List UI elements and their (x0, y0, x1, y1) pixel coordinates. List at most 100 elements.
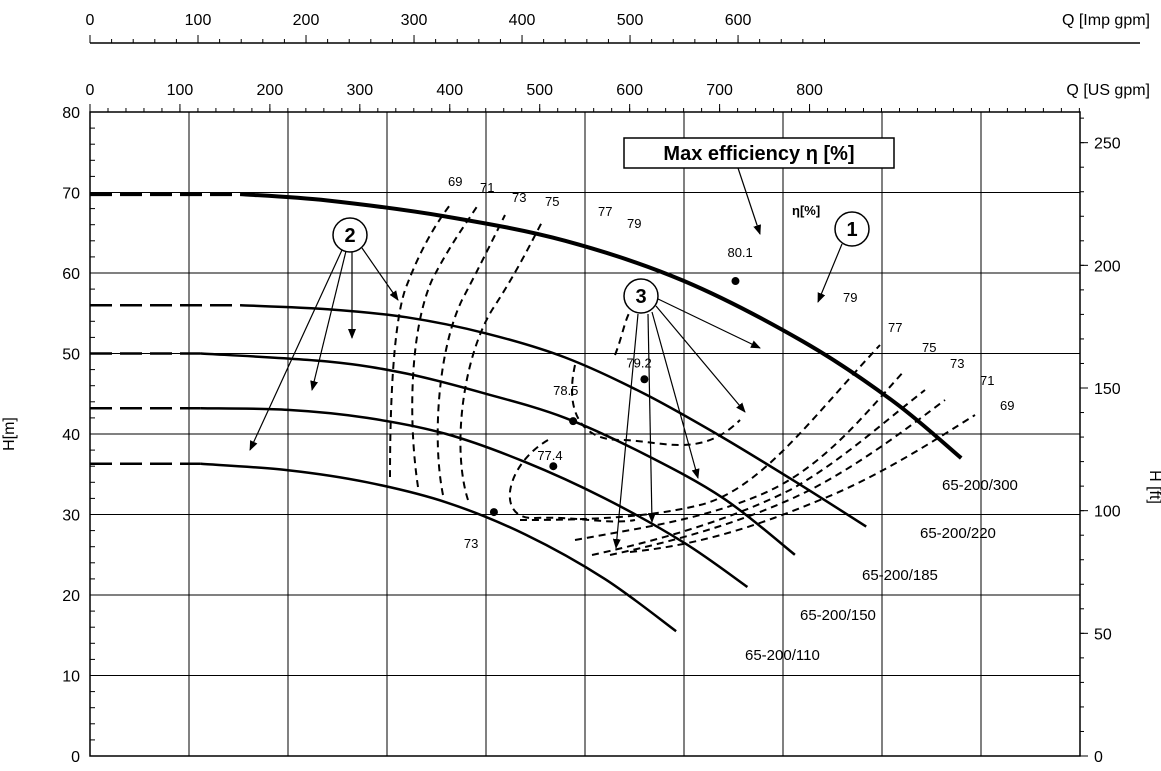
y-left-axis-title: H[m] (1, 417, 18, 451)
efficiency-contour (614, 299, 641, 356)
bep-point (569, 417, 578, 426)
efficiency-label-top: 73 (512, 190, 526, 205)
annotation-arrow (655, 297, 761, 349)
annotation-arrow (647, 313, 656, 523)
efficiency-contour (574, 369, 906, 541)
annotation-arrow (737, 167, 761, 235)
annotation-arrow (361, 247, 399, 301)
x-top-us-tick-label: 500 (526, 82, 553, 99)
x-top-imp-tick-label: 600 (725, 12, 752, 29)
y-left-tick-label: 50 (62, 347, 80, 364)
x-top-imp-tick-label: 100 (185, 12, 212, 29)
x-top-us-tick-label: 200 (257, 82, 284, 99)
curve-label: 65-200/150 (800, 607, 876, 624)
x-top-imp-tick-label: 0 (86, 12, 95, 29)
y-right-tick-label: 250 (1094, 136, 1121, 153)
annotations: 69 71 73 75 77 79 79 77 75 73 71 69 80.1 79.2 78.5 77.4… (249, 167, 1014, 551)
x-top-us-tick-label: 600 (616, 82, 643, 99)
bep-point (549, 462, 558, 471)
y-right-tick-label: 50 (1094, 626, 1112, 643)
curve-label: 65-200/300 (942, 477, 1018, 494)
y-left-tick-label: 60 (62, 266, 80, 283)
efficiency-contour (459, 221, 543, 501)
curve-label: 65-200/110 (745, 647, 820, 664)
y-left-tick-label: 70 (62, 186, 80, 203)
efficiency-contour (609, 399, 946, 556)
x-top-us-axis-title: Q [US gpm] (1066, 82, 1150, 99)
x-top-imp-tick-label: 300 (401, 12, 428, 29)
y-left-tick-label: 0 (71, 749, 80, 766)
x-top-imp-tick-label: 500 (617, 12, 644, 29)
efficiency-label-right: 73 (950, 356, 964, 371)
x-top-us-tick-label: 300 (346, 82, 373, 99)
y-right-tick-label: 100 (1094, 504, 1121, 521)
annotation-arrow (655, 305, 746, 413)
max-efficiency-box (623, 137, 895, 169)
bep-point (731, 277, 740, 286)
x-top-us-tick-label: 0 (86, 82, 95, 99)
efficiency-label-top: 69 (448, 174, 462, 189)
y-left-tick-label: 40 (62, 427, 80, 444)
efficiency-contour (436, 214, 506, 496)
efficiency-label-top: 77 (598, 204, 612, 219)
x-top-us-tick-label: 800 (796, 82, 823, 99)
bep-label: 80.1 (727, 245, 752, 260)
efficiency-label-right: 71 (980, 373, 994, 388)
callout-2-label: 2 (344, 225, 355, 247)
callout-3-label: 3 (635, 286, 646, 308)
annotation-arrow (612, 313, 639, 549)
y-right-axis-title: H [ft] (1146, 470, 1161, 504)
efficiency-contour (591, 389, 926, 556)
annotation-arrow (651, 311, 700, 479)
callout-2: 2 (332, 217, 368, 253)
efficiency-label-right: 69 (1000, 398, 1014, 413)
annotation-arrow (249, 249, 343, 451)
head-curve-65-200-110 (200, 462, 677, 633)
y-right-tick-label: 0 (1094, 749, 1103, 766)
bep-label: 73 (464, 536, 478, 551)
y-left-tick-label: 80 (62, 105, 80, 122)
efficiency-label-right: 75 (922, 340, 936, 355)
efficiency-contour (411, 204, 479, 488)
efficiency-contour (508, 439, 636, 523)
x-top-us-tick-label: 400 (436, 82, 463, 99)
efficiency-label-top: 75 (545, 194, 559, 209)
y-left-tick-label: 10 (62, 669, 80, 686)
head-curve-65-200-220 (240, 303, 867, 528)
efficiency-contours (389, 204, 976, 556)
efficiency-label-right: 79 (843, 290, 857, 305)
bep-label: 79.2 (626, 355, 651, 370)
y-left-tick-label: 30 (62, 508, 80, 525)
efficiency-contour (519, 344, 881, 521)
head-curve-65-200-150 (200, 406, 749, 589)
max-efficiency-label: Max efficiency η [%] (663, 143, 854, 165)
bep-point (640, 375, 649, 384)
efficiency-label-right: 77 (888, 320, 902, 335)
annotation-arrow (817, 243, 843, 303)
curve-label: 65-200/220 (920, 525, 996, 542)
x-top-imp-axis-title: Q [Imp gpm] (1062, 12, 1150, 29)
head-curve-65-200-185 (200, 352, 796, 556)
efficiency-contour (629, 414, 976, 553)
head-curves: 65-200/300 65-200/220 65-200/185 65-200/150… (90, 192, 1018, 664)
callout-1: 1 (834, 211, 870, 247)
x-top-imp-tick-label: 400 (509, 12, 536, 29)
bep-point (489, 508, 498, 517)
efficiency-contour (571, 364, 741, 446)
annotation-arrow (310, 250, 347, 391)
efficiency-label-top: 71 (480, 180, 494, 195)
x-top-imp-tick-label: 200 (293, 12, 320, 29)
y-right-tick-label: 150 (1094, 381, 1121, 398)
efficiency-contour (389, 204, 451, 478)
head-curve-65-200-300 (240, 192, 963, 460)
callout-3: 3 (623, 278, 659, 314)
y-right-tick-label: 200 (1094, 258, 1121, 275)
x-top-us-tick-label: 700 (706, 82, 733, 99)
callout-1-label: 1 (846, 219, 857, 241)
bep-label: 78.5 (553, 383, 578, 398)
eta-label: η[%] (792, 203, 820, 218)
grid (90, 112, 1080, 756)
y-left-tick-label: 20 (62, 588, 80, 605)
